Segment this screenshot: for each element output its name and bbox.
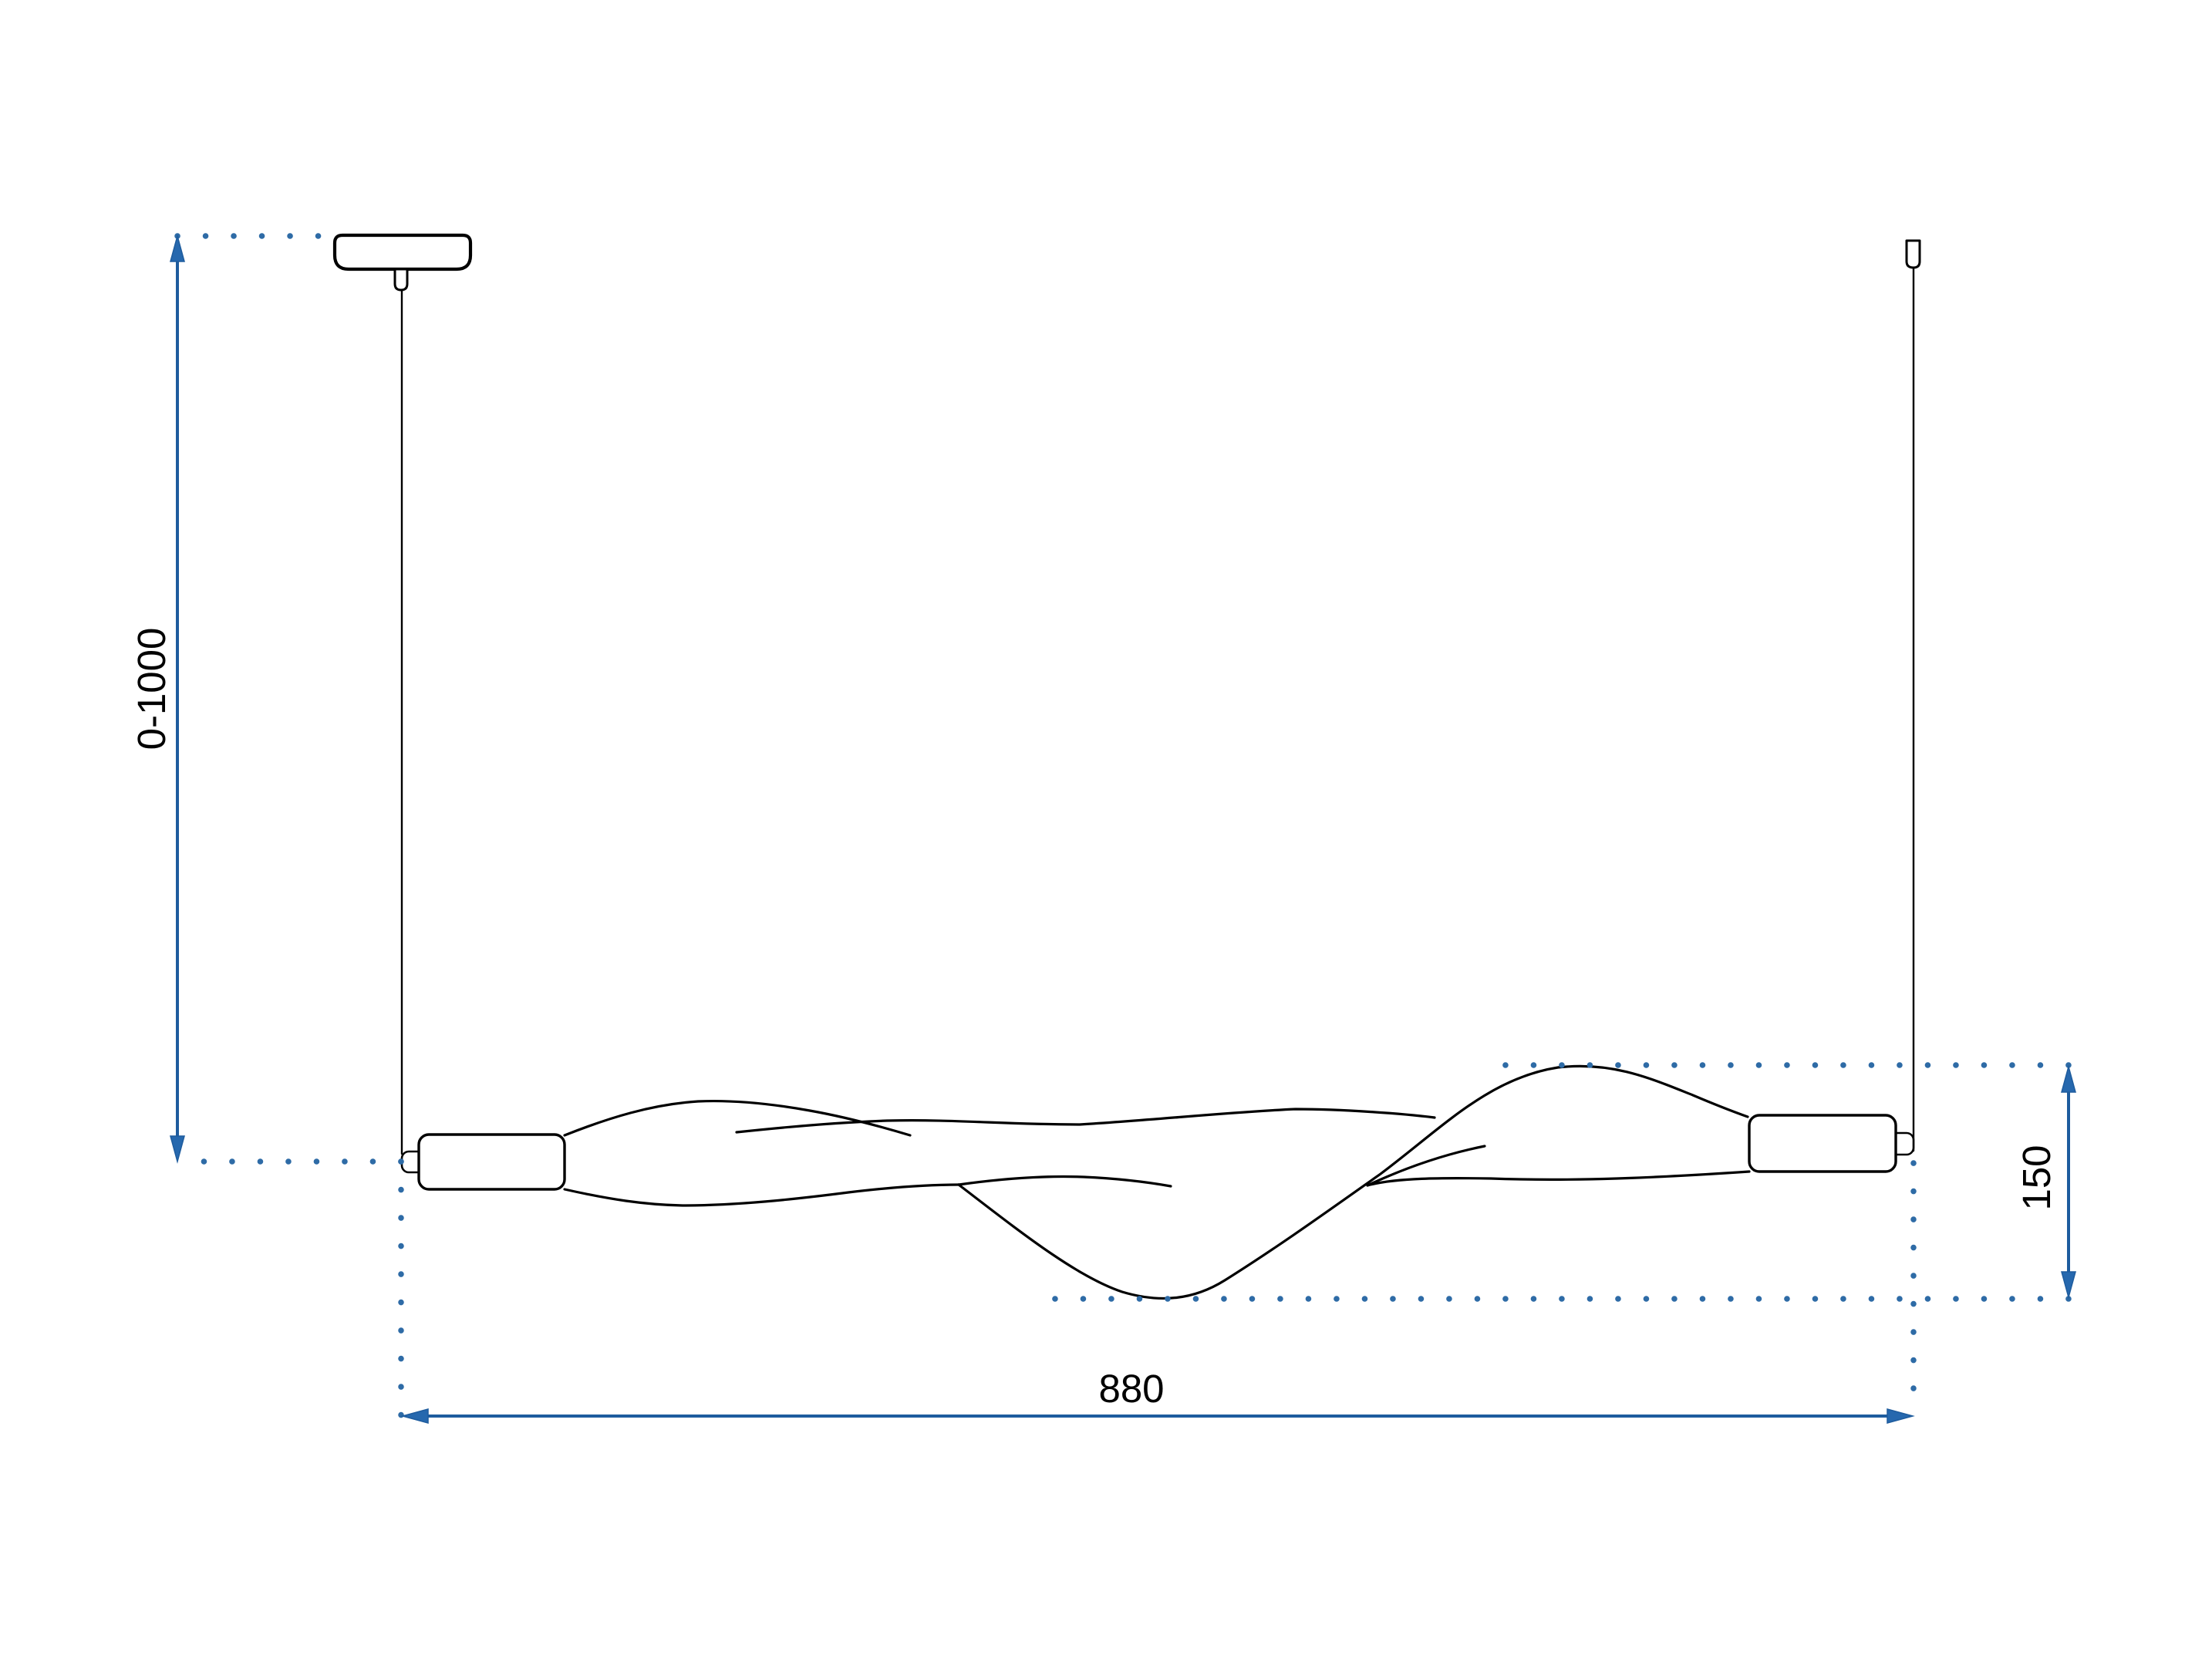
suspension-height-label: 0-1000 bbox=[130, 628, 174, 750]
dimension-fixture-length: 880 bbox=[400, 1367, 1915, 1424]
arrow-right-icon bbox=[1887, 1408, 1915, 1424]
shade-fold-line-mid bbox=[957, 1175, 1172, 1188]
left-end-cap bbox=[417, 1133, 566, 1191]
shade-swoop-and-right-bump bbox=[957, 1064, 1749, 1300]
arrow-up-icon bbox=[170, 234, 185, 262]
arrow-down-icon bbox=[170, 1135, 185, 1164]
shade-upper-left-lobe bbox=[563, 1099, 912, 1137]
shade-lower-left-edge bbox=[563, 1183, 960, 1207]
right-end-cap bbox=[1748, 1114, 1897, 1173]
fixture-length-label: 880 bbox=[1098, 1367, 1164, 1411]
shade-height-label: 150 bbox=[2015, 1145, 2059, 1210]
shade-lower-right-edge bbox=[1366, 1170, 1751, 1187]
lamp-outline bbox=[332, 233, 1921, 1300]
dotted-reference-lines bbox=[174, 233, 2072, 1418]
arrow-down-icon bbox=[2061, 1271, 2076, 1300]
ceiling-canopy bbox=[332, 233, 473, 271]
arrow-left-icon bbox=[400, 1408, 429, 1424]
shade-top-edge bbox=[735, 1108, 1436, 1134]
right-ceiling-grip bbox=[1905, 239, 1921, 269]
dimension-graphics: 0-1000 880 150 bbox=[130, 233, 2076, 1424]
dimension-suspension-height: 0-1000 bbox=[130, 234, 185, 1164]
canopy-cord-grip bbox=[393, 268, 409, 292]
arrow-up-icon bbox=[2061, 1064, 2076, 1093]
dimension-shade-height: 150 bbox=[2015, 1064, 2076, 1300]
shade-fold-line-right bbox=[1366, 1145, 1486, 1187]
